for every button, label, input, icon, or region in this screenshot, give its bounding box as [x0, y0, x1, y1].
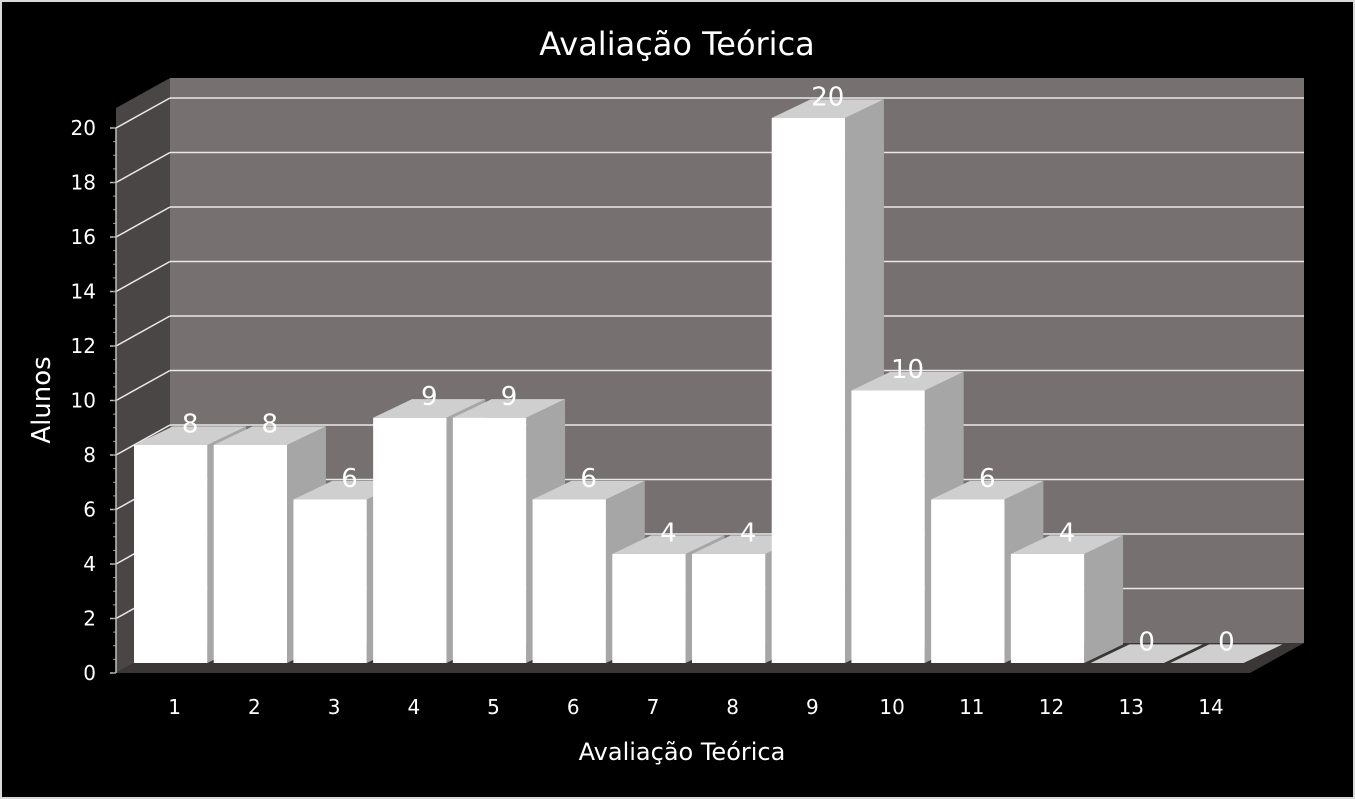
x-tick-label: 1 — [168, 695, 181, 719]
bar — [373, 417, 447, 663]
y-tick-label: 4 — [83, 552, 96, 576]
y-tick-label: 16 — [71, 225, 96, 249]
gridline-side — [115, 315, 171, 347]
data-label: 0 — [1218, 627, 1235, 657]
data-label: 0 — [1138, 627, 1155, 657]
data-label: 8 — [182, 409, 199, 439]
x-tick-label: 10 — [879, 695, 904, 719]
x-axis-title: Avaliação Teórica — [579, 738, 786, 766]
x-tick-label: 12 — [1039, 695, 1064, 719]
y-tick-label: 8 — [83, 443, 96, 467]
bar-top — [771, 99, 884, 118]
bar-top — [1090, 644, 1203, 663]
x-tick-label: 2 — [248, 695, 261, 719]
data-label: 10 — [891, 355, 924, 385]
y-axis: 0 2 4 6 8 10 12 14 16 18 20 — [71, 116, 117, 685]
data-label: 6 — [341, 464, 358, 494]
bar-top — [612, 535, 725, 554]
bar — [134, 445, 208, 663]
data-label: 8 — [262, 409, 279, 439]
bar — [293, 499, 367, 663]
data-label: 4 — [740, 518, 757, 548]
bar-top — [931, 480, 1044, 500]
bar-top — [851, 371, 964, 391]
data-label: 6 — [979, 464, 996, 494]
chart-title: Avaliação Teórica — [539, 25, 815, 63]
bar-top — [373, 399, 486, 418]
x-tick-label: 14 — [1198, 695, 1223, 719]
bar — [532, 499, 606, 663]
x-tick-label: 13 — [1119, 695, 1144, 719]
bar — [213, 445, 288, 663]
data-label: 4 — [660, 518, 677, 548]
bar-top — [213, 426, 326, 445]
x-tick-label: 4 — [407, 695, 420, 719]
y-tick-label: 0 — [83, 661, 96, 685]
gridline-side — [115, 260, 171, 293]
y-tick-label: 20 — [71, 116, 96, 140]
bar — [452, 417, 527, 663]
bar — [931, 499, 1005, 663]
gridline-side — [115, 206, 171, 238]
y-tick-label: 12 — [71, 334, 96, 358]
data-labels: 8 8 6 9 9 6 4 4 20 10 6 4 0 0 — [182, 82, 1235, 657]
x-tick-label: 5 — [487, 695, 500, 719]
y-tick-label: 6 — [83, 498, 96, 522]
x-tick-label: 6 — [567, 695, 580, 719]
bar-top — [1170, 644, 1283, 663]
y-tick-label: 10 — [71, 389, 96, 413]
bar — [692, 554, 766, 663]
gridline-side — [115, 151, 171, 184]
x-axis: 1 2 3 4 5 6 7 8 9 10 11 12 13 14 — [168, 695, 1223, 719]
bars — [134, 99, 1283, 663]
bar — [851, 390, 925, 663]
x-tick-label: 11 — [959, 695, 984, 719]
y-tick-label: 14 — [71, 280, 96, 304]
data-label: 9 — [501, 382, 518, 412]
data-label: 4 — [1059, 518, 1076, 548]
y-axis-title: Alunos — [27, 356, 57, 443]
y-tick-label: 2 — [83, 607, 96, 631]
data-label: 9 — [421, 382, 438, 412]
bar — [771, 118, 846, 663]
bar — [1010, 554, 1085, 663]
x-tick-label: 9 — [806, 695, 819, 719]
bar — [612, 554, 686, 663]
data-label: 6 — [580, 464, 597, 494]
data-label: 20 — [811, 82, 844, 112]
x-tick-label: 3 — [328, 695, 341, 719]
bar-top — [532, 480, 645, 500]
bar-side — [1084, 535, 1124, 663]
gridline-side — [115, 97, 171, 129]
gridline-side — [115, 424, 171, 456]
bar-top — [1010, 535, 1124, 554]
gridline-side — [115, 369, 171, 402]
bar-top — [134, 426, 247, 445]
y-tick-label: 18 — [71, 171, 96, 195]
x-tick-label: 7 — [647, 695, 660, 719]
x-tick-label: 8 — [726, 695, 739, 719]
bar-top — [452, 399, 566, 418]
